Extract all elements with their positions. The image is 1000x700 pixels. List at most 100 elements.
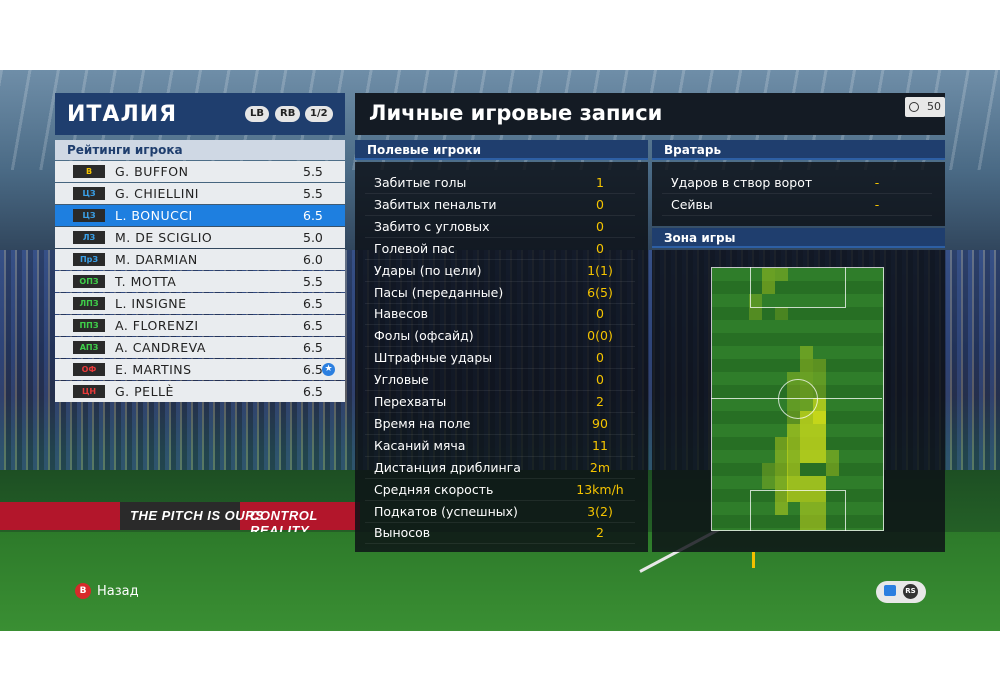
stat-value: 3(2) [587, 503, 613, 519]
player-name: A. CANDREVA [115, 340, 206, 355]
heat-cell [762, 268, 775, 294]
team-name: ИТАЛИЯ [67, 101, 178, 127]
heat-cell [775, 307, 788, 320]
position-badge: ПрЗ [73, 253, 105, 266]
rs-button-icon: RS [903, 584, 918, 599]
stat-label: Время на поле [374, 415, 471, 431]
stat-row: Штрафные удары 0 [365, 347, 635, 370]
heat-cell [787, 424, 800, 476]
stat-row: Дистанция дриблинга 2m [365, 457, 635, 479]
stat-label: Забито с угловых [374, 218, 490, 234]
player-rating: 6.5 [303, 362, 323, 377]
stat-row: Перехваты 2 [365, 391, 635, 413]
clock-icon [909, 102, 919, 112]
stat-label: Голевой пас [374, 240, 455, 256]
stat-row: Выносов 2 [365, 522, 635, 545]
stat-label: Ударов в створ ворот [671, 175, 813, 190]
advertising-boards: THE PITCH IS OURS CONTROL REALITY [0, 502, 360, 538]
position-badge: ЦН [73, 385, 105, 398]
chat-button[interactable]: RS [876, 581, 926, 603]
star-icon: ★ [322, 363, 335, 376]
back-control[interactable]: B Назад [75, 583, 139, 599]
player-name: G. BUFFON [115, 164, 189, 179]
player-name: L. BONUCCI [115, 208, 193, 223]
player-rows: В G. BUFFON 5.5 ЦЗ G. CHIELLINI 5.5 ЦЗ L. BONUC… [55, 161, 345, 402]
stat-row: Время на поле 90 [365, 413, 635, 435]
bottom-penalty-box [750, 490, 846, 531]
stat-row: Удары (по цели) 1(1) [365, 260, 635, 282]
stat-label: Выносов [374, 525, 431, 541]
lb-button[interactable]: LB [245, 106, 269, 122]
zone-header: Зона игры [652, 228, 945, 248]
stat-row: Ударов в створ ворот - [662, 172, 932, 194]
top-penalty-box [750, 267, 846, 308]
player-rating: 5.0 [303, 230, 323, 245]
player-rating: 6.5 [303, 384, 323, 399]
player-rating: 5.5 [303, 186, 323, 201]
stat-value: 0(0) [587, 328, 613, 344]
stat-value: 1(1) [587, 262, 613, 278]
position-badge: ЦЗ [73, 187, 105, 200]
position-badge: ЛЗ [73, 231, 105, 244]
stat-value: 0 [596, 196, 604, 212]
stat-value: - [874, 197, 880, 212]
player-row[interactable]: ОФ E. MARTINS 6.5 ★ [55, 359, 345, 380]
player-rating: 5.5 [303, 164, 323, 179]
player-row[interactable]: ЛЗ M. DE SCIGLIO 5.0 [55, 227, 345, 248]
stat-row: Голевой пас 0 [365, 238, 635, 260]
stat-row: Фолы (офсайд) 0(0) [365, 325, 635, 348]
stat-value: 2 [596, 394, 604, 409]
stat-value: 11 [592, 437, 608, 453]
back-label[interactable]: Назад [97, 583, 139, 599]
heat-cell [775, 437, 788, 476]
player-name: M. DE SCIGLIO [115, 230, 213, 245]
stat-row: Навесов 0 [365, 303, 635, 326]
position-badge: В [73, 165, 105, 178]
b-button-icon[interactable]: B [75, 583, 91, 599]
player-row[interactable]: ЛПЗ L. INSIGNE 6.5 [55, 293, 345, 314]
stat-label: Удары (по цели) [374, 262, 482, 278]
player-row[interactable]: АПЗ A. CANDREVA 6.5 [55, 337, 345, 358]
stat-value: 13km/h [576, 481, 624, 497]
rb-button[interactable]: RB [275, 106, 301, 122]
stat-value: 0 [596, 218, 604, 234]
stat-label: Дистанция дриблинга [374, 459, 521, 475]
player-rating: 6.5 [303, 296, 323, 311]
player-row[interactable]: ЦН G. PELLÈ 6.5 [55, 381, 345, 402]
stat-row: Сейвы - [662, 194, 932, 216]
heat-cell [762, 463, 775, 489]
player-rating: 6.5 [303, 318, 323, 333]
stat-value: 6(5) [587, 284, 613, 300]
stat-value: 2 [596, 525, 604, 541]
player-name: A. FLORENZI [115, 318, 199, 333]
player-row[interactable]: ОПЗ T. MOTTA 5.5 [55, 271, 345, 292]
stat-value: 90 [592, 415, 608, 431]
heat-cell [787, 476, 826, 502]
stat-label: Забитых пенальти [374, 196, 497, 212]
board-text: THE PITCH IS OURS [130, 508, 265, 523]
heat-cell [775, 268, 788, 281]
player-rating: 5.5 [303, 274, 323, 289]
stat-row: Подкатов (успешных) 3(2) [365, 501, 635, 523]
player-name: L. INSIGNE [115, 296, 187, 311]
title-bar: Личные игровые записи 50 [355, 93, 945, 135]
position-badge: ППЗ [73, 319, 105, 332]
heat-cell [800, 411, 826, 463]
stat-label: Угловые [374, 372, 429, 388]
stat-label: Пасы (переданные) [374, 284, 504, 300]
timer-value: 50 [927, 100, 941, 113]
position-badge: ЦЗ [73, 209, 105, 222]
position-badge: ОФ [73, 363, 105, 376]
player-row[interactable]: ЦЗ L. BONUCCI 6.5 [55, 205, 345, 226]
player-row[interactable]: В G. BUFFON 5.5 [55, 161, 345, 182]
player-row[interactable]: ППЗ A. FLORENZI 6.5 [55, 315, 345, 336]
page-indicator: 1/2 [305, 106, 333, 122]
stat-value: 0 [596, 240, 604, 256]
stat-value: 0 [596, 350, 604, 366]
player-row[interactable]: ПрЗ M. DARMIAN 6.0 [55, 249, 345, 270]
position-badge: ОПЗ [73, 275, 105, 288]
player-rating: 6.5 [303, 340, 323, 355]
player-row[interactable]: ЦЗ G. CHIELLINI 5.5 [55, 183, 345, 204]
player-rating: 6.5 [303, 208, 323, 223]
stat-value: 0 [596, 372, 604, 388]
